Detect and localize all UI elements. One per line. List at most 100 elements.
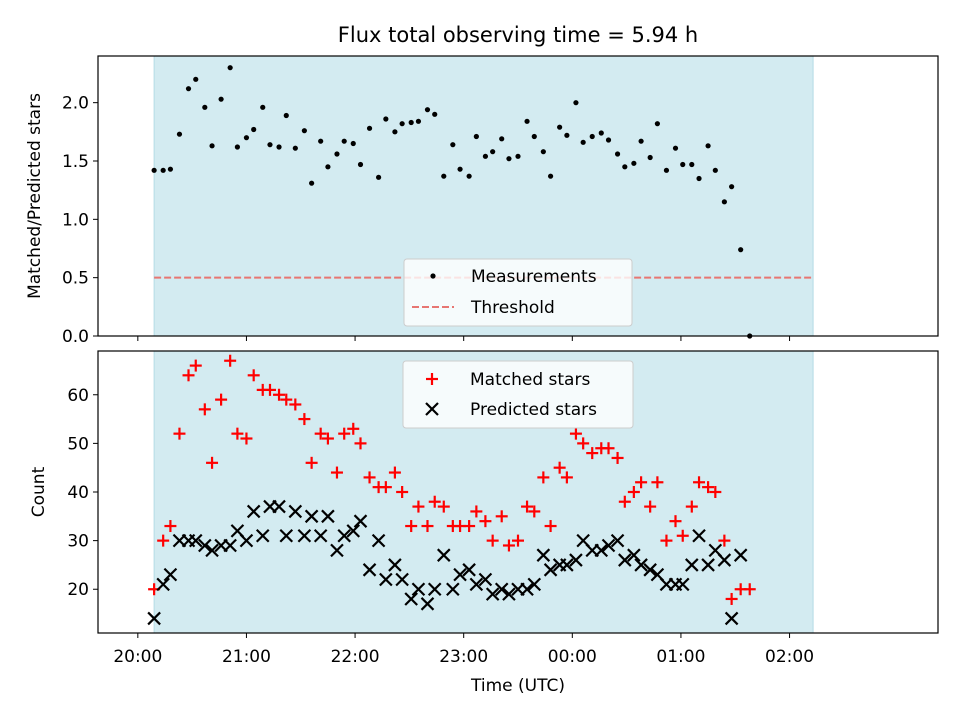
measurements-series <box>151 65 753 339</box>
y-tick-label: 2.0 <box>62 94 89 114</box>
measurement-point <box>193 76 199 82</box>
x-stroke-b <box>255 528 270 543</box>
matched-star-point <box>305 456 318 469</box>
measurement-point <box>654 121 660 127</box>
matched-star-point <box>157 534 170 547</box>
x-stroke-b <box>685 558 699 572</box>
x-tick-label: 21:00 <box>222 647 271 667</box>
measurement-point <box>466 173 472 179</box>
matched-star-point <box>725 592 738 605</box>
matched-star-point <box>544 520 557 533</box>
matched-star-point <box>486 534 499 547</box>
measurement-point <box>531 133 537 140</box>
predicted-star-point <box>330 543 344 558</box>
matched-star-point <box>354 437 367 450</box>
measurement-point <box>366 125 373 131</box>
x-stroke-b <box>321 509 335 524</box>
x-stroke-b <box>246 504 261 519</box>
matched-star-point <box>388 466 401 479</box>
x-stroke-b <box>239 533 254 548</box>
measurement-point <box>383 116 389 122</box>
matched-star-point <box>405 520 418 533</box>
predicted-star-point <box>427 582 442 597</box>
x-stroke-b <box>485 587 500 601</box>
legend-marker-predicted <box>425 402 439 416</box>
matched-star-point <box>569 427 582 440</box>
matched-star-point <box>586 447 599 460</box>
measurement-point <box>151 167 157 173</box>
measurement-point <box>234 144 240 150</box>
matched-star-point <box>521 500 534 513</box>
x-tick-label: 02:00 <box>765 647 814 667</box>
matched-star-point <box>602 442 615 455</box>
x-stroke-b <box>601 538 616 553</box>
measurement-point <box>450 142 456 148</box>
measurement-point <box>638 138 644 144</box>
predicted-star-point <box>692 528 706 543</box>
predicted-star-point <box>527 577 542 592</box>
predicted-star-point <box>404 592 418 606</box>
measurement-point <box>631 160 637 166</box>
x-stroke-b <box>156 577 170 592</box>
measurement-point <box>515 153 521 159</box>
predicted-star-point <box>701 558 715 572</box>
top-y-axis: 0.0 0.5 1.0 1.5 2.0 <box>62 94 98 347</box>
matched-star-point <box>743 583 756 596</box>
matched-star-point <box>314 427 327 440</box>
predicted-star-point <box>371 533 386 548</box>
measurement-point <box>408 119 414 126</box>
predicted-star-point <box>198 538 212 553</box>
predicted-star-point <box>188 533 203 548</box>
x-stroke-b <box>346 524 361 538</box>
matched-star-point <box>651 476 664 489</box>
measurement-point <box>325 164 331 170</box>
y-tick-label: 40 <box>67 483 89 503</box>
x-stroke-b <box>304 509 319 524</box>
matched-star-point <box>537 471 550 484</box>
top-panel: 0.0 0.5 1.0 1.5 2.0 Flux total observing tim… <box>25 23 939 347</box>
matched-star-point <box>463 520 476 533</box>
predicted-star-point <box>520 582 534 597</box>
x-stroke-b <box>675 577 690 592</box>
predicted-star-point <box>502 587 516 601</box>
matched-star-point <box>321 432 334 445</box>
matched-star-point <box>173 427 186 440</box>
chart-title: Flux total observing time = 5.94 h <box>338 23 698 47</box>
measurement-point <box>705 143 711 149</box>
predicted-star-point <box>560 558 574 572</box>
x-stroke-b <box>205 543 219 558</box>
x-stroke-b <box>618 553 632 567</box>
predicted-star-point <box>685 558 699 572</box>
predicted-star-point <box>388 558 402 572</box>
predicted-star-point <box>337 528 351 543</box>
matched-star-point <box>330 466 343 479</box>
matched-star-point <box>231 427 244 440</box>
x-stroke-b <box>502 587 516 601</box>
measurement-point <box>622 164 628 170</box>
measurement-point <box>696 175 702 182</box>
predicted-star-point <box>297 528 312 543</box>
matched-star-point <box>379 481 392 494</box>
y-tick-label: 50 <box>67 434 89 454</box>
measurement-point <box>441 173 447 179</box>
predicted-star-point <box>436 548 451 562</box>
matched-star-point <box>618 495 631 508</box>
matched-star-point <box>421 520 434 533</box>
measurement-point <box>399 121 405 127</box>
x-stroke-b <box>147 611 161 626</box>
matched-star-point <box>206 456 219 469</box>
x-tick-label: 00:00 <box>548 647 597 667</box>
x-stroke-b <box>395 572 409 587</box>
measurement-point <box>589 133 595 140</box>
x-stroke-b <box>188 533 203 548</box>
matched-star-point <box>247 369 260 382</box>
x-stroke-b <box>427 582 442 597</box>
measurement-point <box>663 167 670 173</box>
measurement-point <box>605 137 612 143</box>
x-stroke-b <box>388 558 402 572</box>
measurement-point <box>160 167 166 173</box>
x-tick-label: 23:00 <box>439 647 488 667</box>
predicted-star-point <box>717 553 732 567</box>
measurement-point <box>424 107 431 113</box>
measurement-point <box>227 65 233 71</box>
